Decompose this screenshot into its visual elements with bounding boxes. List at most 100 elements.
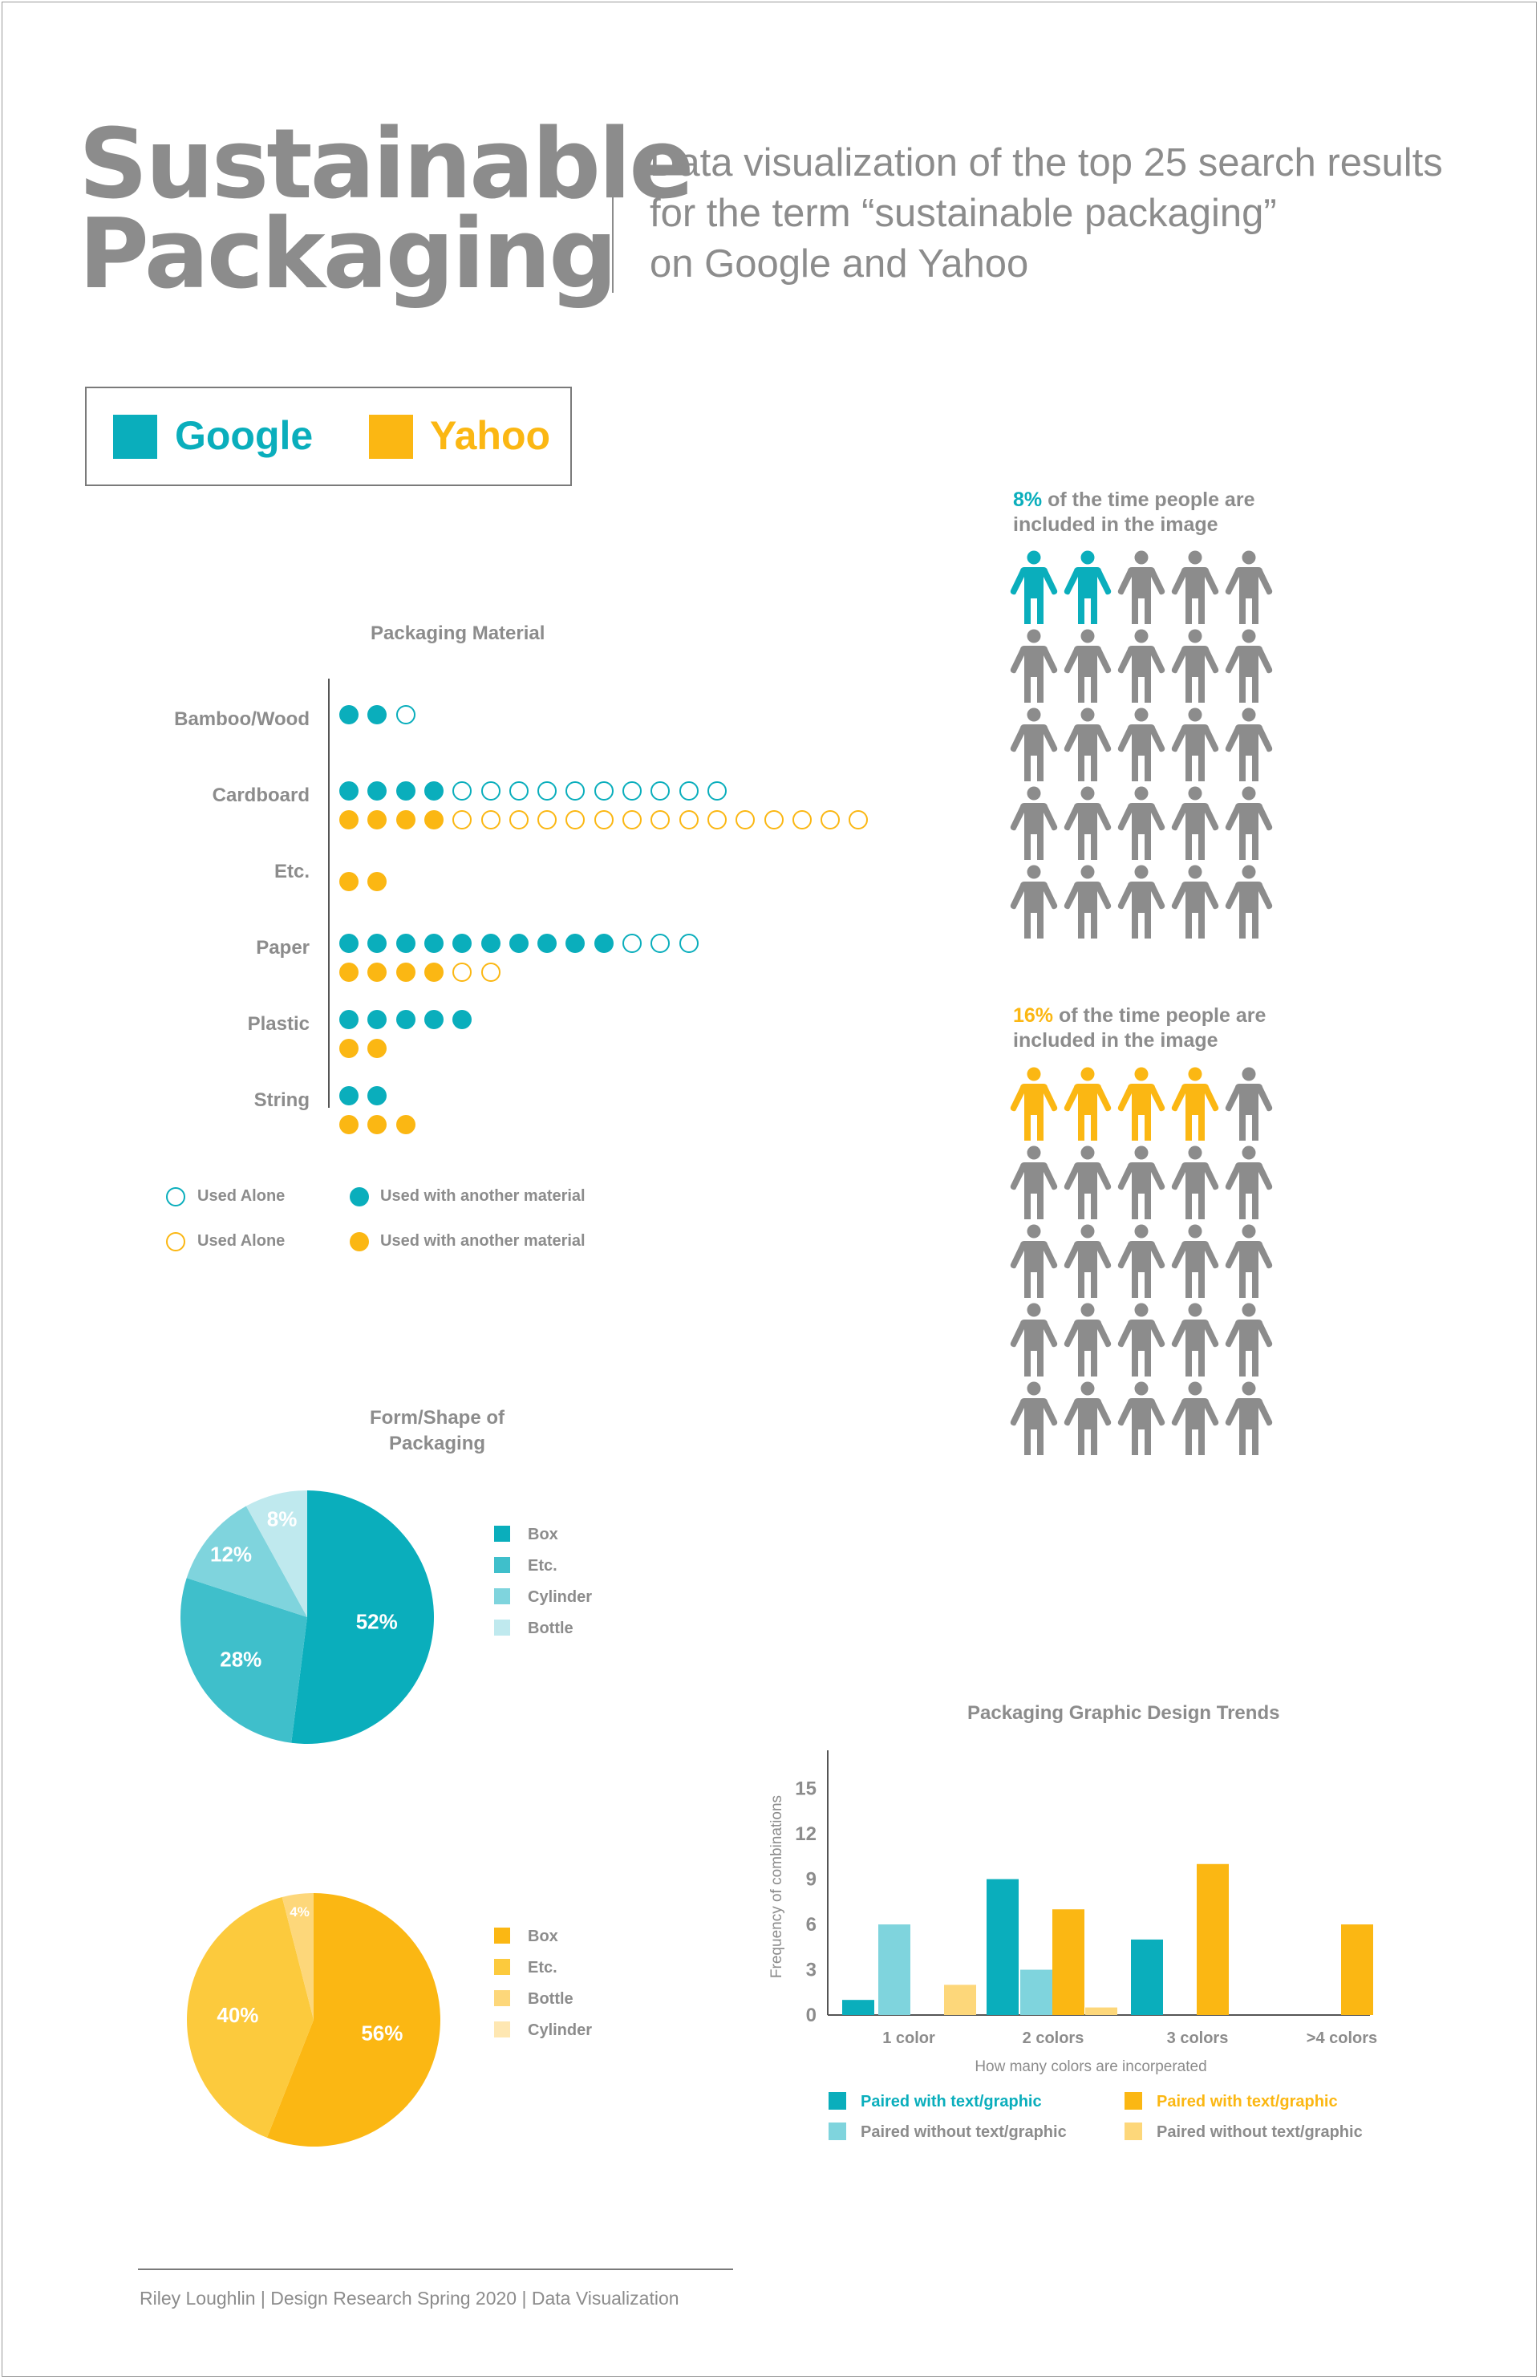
- legend-label: Etc.: [528, 1959, 557, 1977]
- yahoo-dot-alone: [480, 963, 500, 982]
- bar-google-0: [842, 2000, 874, 2015]
- yahoo-dot-alone: [594, 810, 614, 829]
- yahoo-dot-alone: [821, 810, 841, 829]
- google-dot-with-material: [367, 705, 387, 724]
- yahoo-dot-alone: [622, 810, 642, 829]
- pie-legend-item: Etc.: [494, 1959, 557, 1977]
- google-dot-with-material: [339, 1086, 359, 1105]
- google-dot-with-material: [395, 934, 415, 953]
- person-icon: [1009, 1224, 1059, 1299]
- bar-yahoo-3: [944, 1985, 976, 2015]
- person-icon: [1224, 629, 1274, 704]
- bar-yahoo-2: [1197, 1863, 1229, 2015]
- google-dot-with-material: [367, 781, 387, 801]
- google-dot-with-material: [509, 934, 529, 953]
- legend-label: Etc.: [528, 1557, 557, 1575]
- person-icon-highlighted: [1063, 550, 1112, 626]
- google-dot-alone: [622, 934, 642, 953]
- legend-label: Bottle: [528, 1990, 573, 2008]
- legend-label: Box: [528, 1526, 558, 1543]
- google-dot-alone: [537, 781, 557, 801]
- yahoo-dot-with-material: [395, 1115, 415, 1134]
- yahoo-dot-alone: [792, 810, 812, 829]
- person-icon: [1009, 708, 1059, 783]
- bar-google-1: [1020, 1969, 1052, 2015]
- google-dot-with-material: [339, 781, 359, 801]
- person-icon: [1009, 1303, 1059, 1378]
- pie-legend-item: Box: [494, 1526, 558, 1544]
- legend-swatch: [1125, 2123, 1142, 2140]
- person-icon: [1170, 708, 1220, 783]
- legend-swatch: [494, 1526, 510, 1542]
- yahoo-dot-with-material: [367, 872, 387, 891]
- footer-divider: [138, 2269, 733, 2270]
- legend-google-alone-dot: [166, 1187, 185, 1206]
- pie-slice-bottle: [245, 1490, 307, 1617]
- yahoo-dot-with-material: [424, 963, 444, 982]
- person-icon: [1063, 629, 1112, 704]
- legend-yahoo-alone-label: Used Alone: [197, 1232, 286, 1250]
- legend-label: Cylinder: [528, 2021, 593, 2039]
- person-icon-highlighted: [1063, 1067, 1112, 1142]
- material-label: Cardboard: [212, 785, 310, 806]
- legend-swatch: [494, 1928, 510, 1944]
- y-tick-label: 12: [795, 1823, 817, 1845]
- google-dot-with-material: [339, 705, 359, 724]
- yahoo-legend-label: Yahoo: [430, 413, 551, 458]
- legend-swatch: [494, 1990, 510, 2006]
- material-chart-axis: [328, 679, 330, 1108]
- bar-yahoo-3: [1085, 2007, 1117, 2015]
- person-icon: [1116, 1145, 1166, 1221]
- pie-slice-box: [291, 1490, 434, 1744]
- google-people-pct: 8%: [1013, 489, 1043, 511]
- yahoo-dot-alone: [537, 810, 557, 829]
- person-icon: [1224, 550, 1274, 626]
- yahoo-people-caption-line2: included in the image: [1013, 1029, 1218, 1052]
- google-shape-pie: 52% 28% 12% 8%: [180, 1490, 434, 1744]
- person-icon: [1063, 865, 1112, 940]
- google-swatch: [113, 415, 157, 459]
- pie-legend-item: Bottle: [494, 1990, 573, 2009]
- person-icon: [1063, 1381, 1112, 1457]
- person-icon: [1116, 1224, 1166, 1299]
- person-icon: [1063, 1224, 1112, 1299]
- legend-swatch: [494, 1959, 510, 1975]
- yahoo-dot-with-material: [339, 810, 359, 829]
- pie-label: 56%: [361, 2021, 403, 2045]
- yahoo-dot-with-material: [395, 963, 415, 982]
- google-dot-with-material: [367, 1010, 387, 1029]
- page-title: Sustainable Packaging: [79, 117, 695, 303]
- yahoo-dot-with-material: [339, 1039, 359, 1058]
- legend-swatch: [494, 1620, 510, 1636]
- bar-google-0: [987, 1879, 1019, 2015]
- material-label: Paper: [256, 937, 310, 959]
- google-people-caption: 8% of the time people are included in th…: [1013, 488, 1254, 537]
- person-icon: [1116, 550, 1166, 626]
- person-icon: [1224, 708, 1274, 783]
- person-icon: [1009, 1381, 1059, 1457]
- x-tick-label: >4 colors: [1307, 2029, 1377, 2047]
- pie-label: 4%: [290, 1904, 310, 1920]
- legend-swatch: [1125, 2092, 1142, 2110]
- person-icon-highlighted: [1170, 1067, 1220, 1142]
- legend-label: Box: [528, 1928, 558, 1945]
- legend-yahoo-with-label: Used with another material: [380, 1232, 586, 1250]
- person-icon: [1116, 629, 1166, 704]
- source-legend: Google Yahoo: [85, 387, 572, 486]
- yahoo-dot-with-material: [339, 963, 359, 982]
- google-people-caption-line1: of the time people are: [1042, 489, 1255, 511]
- material-label: Bamboo/Wood: [174, 708, 310, 730]
- google-dot-with-material: [395, 781, 415, 801]
- y-tick-label: 6: [806, 1914, 817, 1936]
- legend-swatch: [829, 2123, 846, 2140]
- legend-label: Paired without text/graphic: [861, 2123, 1067, 2141]
- person-icon-highlighted: [1009, 1067, 1059, 1142]
- bar-yahoo-2: [1341, 1924, 1373, 2015]
- person-icon: [1116, 708, 1166, 783]
- pie-slice-bottle: [282, 1893, 314, 2020]
- y-tick-label: 3: [806, 1960, 817, 1981]
- google-dot-with-material: [339, 1010, 359, 1029]
- legend-label: Paired with text/graphic: [1157, 2093, 1338, 2110]
- yahoo-dot-with-material: [339, 1115, 359, 1134]
- person-icon: [1170, 1145, 1220, 1221]
